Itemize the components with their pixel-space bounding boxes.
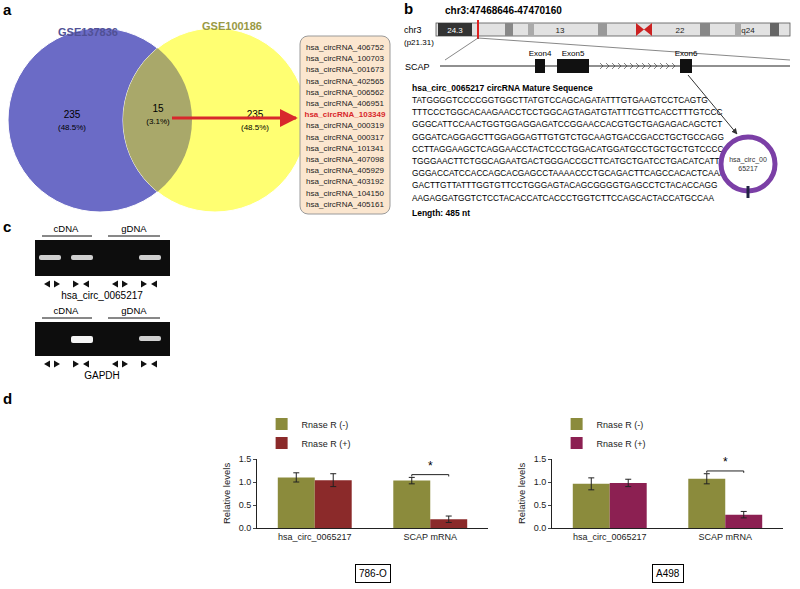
svg-text:0.5: 0.5 (239, 500, 252, 510)
svg-text:GGGATCAGGAGCTTGGAGGAGTTGTGTCTG: GGGATCAGGAGCTTGGAGGAGTTGTGTCTGCAAGTGACCG… (412, 132, 724, 142)
svg-text:22: 22 (676, 26, 685, 35)
svg-text:hsa_circRNA_405929: hsa_circRNA_405929 (306, 166, 384, 175)
svg-text:hsa_circRNA_405161: hsa_circRNA_405161 (306, 200, 384, 209)
svg-text:q24: q24 (741, 26, 755, 35)
svg-text:GSE137836: GSE137836 (58, 26, 118, 38)
svg-text:Length: 485 nt: Length: 485 nt (412, 208, 470, 218)
svg-text:cDNA: cDNA (54, 223, 79, 234)
svg-text:(p21.31): (p21.31) (404, 38, 434, 47)
svg-text:chr3: chr3 (404, 25, 422, 35)
svg-text:GGGACCATCCACCAGCACGAGCCTAAAACC: GGGACCATCCACCAGCACGAGCCTAAAACCCTGCAGACTT… (412, 168, 725, 178)
svg-text:a: a (3, 1, 12, 18)
svg-text:hsa_circ_0065217: hsa_circ_0065217 (61, 290, 143, 301)
svg-text:SCAP mRNA: SCAP mRNA (404, 532, 457, 542)
svg-text:GSE100186: GSE100186 (202, 20, 262, 32)
svg-text:gDNA: gDNA (121, 223, 147, 234)
svg-text:SCAP mRNA: SCAP mRNA (699, 532, 752, 542)
svg-text:Relative levels: Relative levels (221, 463, 232, 524)
svg-text:hsa_circRNA_407098: hsa_circRNA_407098 (306, 155, 384, 164)
svg-text:SCAP: SCAP (405, 62, 430, 72)
svg-text:A498: A498 (656, 568, 680, 579)
svg-text:hsa_circRNA_000317: hsa_circRNA_000317 (306, 133, 384, 142)
svg-text:GAPDH: GAPDH (84, 370, 120, 381)
svg-text:15: 15 (152, 103, 164, 114)
svg-text:hsa_circRNA_100703: hsa_circRNA_100703 (306, 54, 384, 63)
svg-text:(3.1%): (3.1%) (146, 117, 170, 126)
svg-text:13: 13 (556, 26, 565, 35)
svg-text:hsa_circRNA_406752: hsa_circRNA_406752 (306, 43, 384, 52)
svg-text:hsa_circ_00: hsa_circ_00 (729, 156, 767, 164)
svg-text:65217: 65217 (738, 165, 758, 172)
svg-text:(48.5%): (48.5%) (241, 123, 269, 132)
svg-text:hsa_circ_0065217: hsa_circ_0065217 (573, 532, 647, 542)
svg-text:hsa_circRNA_101341: hsa_circRNA_101341 (306, 144, 384, 153)
svg-text:1.5: 1.5 (239, 454, 252, 464)
svg-text:CCTTAGGAAGCTCAGGAACCTACTCCCTGG: CCTTAGGAAGCTCAGGAACCTACTCCCTGGACATGGATGC… (412, 144, 723, 154)
svg-text:gDNA: gDNA (121, 305, 147, 316)
svg-text:hsa_circ_0065217: hsa_circ_0065217 (278, 532, 352, 542)
svg-text:hsa_circ_0065217 circRNA Matur: hsa_circ_0065217 circRNA Mature Sequence (412, 83, 593, 93)
svg-text:0.0: 0.0 (534, 523, 547, 533)
svg-text:235: 235 (64, 109, 81, 120)
svg-text:Relative levels: Relative levels (516, 463, 527, 524)
svg-text:0.0: 0.0 (239, 523, 252, 533)
svg-text:Rnase R (+): Rnase R (+) (302, 439, 351, 449)
svg-text:hsa_circRNA_402565: hsa_circRNA_402565 (306, 77, 384, 86)
svg-text:TTTCCCTGGCACAAGAACCTCCTGGCAGTA: TTTCCCTGGCACAAGAACCTCCTGGCAGTAGATGTATTTC… (412, 107, 723, 117)
svg-text:c: c (3, 218, 11, 235)
svg-text:hsa_circRNA_006562: hsa_circRNA_006562 (306, 88, 384, 97)
svg-text:(48.5%): (48.5%) (58, 123, 86, 132)
svg-text:*: * (723, 455, 728, 469)
svg-text:GGGCATTCCAACTGGTGGAGGAGATCCGGA: GGGCATTCCAACTGGTGGAGGAGATCCGGAACCACGTGCT… (412, 119, 722, 129)
svg-text:hsa_circRNA_000319: hsa_circRNA_000319 (306, 121, 384, 130)
svg-text:hsa_circRNA_104150: hsa_circRNA_104150 (306, 189, 384, 198)
svg-text:cDNA: cDNA (54, 305, 79, 316)
svg-text:1.0: 1.0 (534, 477, 547, 487)
svg-text:235: 235 (246, 109, 264, 120)
svg-text:TGGGAACTTCTGGCAGAATGACTGGGACCG: TGGGAACTTCTGGCAGAATGACTGGGACCGCTTCATGCTG… (412, 156, 720, 166)
svg-text:24.3: 24.3 (447, 26, 463, 35)
svg-text:GACTTGTTATTTGGTGTTCCTGGGAGTACA: GACTTGTTATTTGGTGTTCCTGGGAGTACAGCGGGGTGAG… (412, 180, 717, 190)
svg-text:Rnase R (-): Rnase R (-) (597, 420, 644, 430)
svg-text:Exon6: Exon6 (675, 49, 698, 58)
svg-text:786-O: 786-O (359, 568, 387, 579)
svg-text:1.0: 1.0 (239, 477, 252, 487)
svg-text:hsa_circRNA_103349: hsa_circRNA_103349 (305, 110, 386, 119)
svg-text:Exon5: Exon5 (562, 49, 585, 58)
svg-text:*: * (428, 459, 433, 473)
svg-text:hsa_circRNA_403192: hsa_circRNA_403192 (306, 177, 384, 186)
svg-text:AAGAGGATGGTCTCCTACACCATCACCCTG: AAGAGGATGGTCTCCTACACCATCACCCTGGTCTTCCAGC… (412, 193, 715, 203)
svg-text:1.5: 1.5 (534, 454, 547, 464)
svg-text:hsa_circRNA_406951: hsa_circRNA_406951 (306, 99, 384, 108)
svg-text:0.5: 0.5 (534, 500, 547, 510)
svg-text:chr3:47468646-47470160: chr3:47468646-47470160 (445, 5, 562, 16)
svg-text:d: d (3, 390, 12, 407)
svg-text:b: b (404, 0, 413, 17)
svg-text:hsa_circRNA_001673: hsa_circRNA_001673 (306, 65, 384, 74)
svg-text:Exon4: Exon4 (529, 49, 552, 58)
svg-text:Rnase R (+): Rnase R (+) (597, 439, 646, 449)
svg-text:Rnase R (-): Rnase R (-) (302, 420, 349, 430)
svg-text:TATGGGGTCCCCGGTGGCTTATGTCCAGCA: TATGGGGTCCCCGGTGGCTTATGTCCAGCAGATATTTGTG… (412, 95, 708, 105)
